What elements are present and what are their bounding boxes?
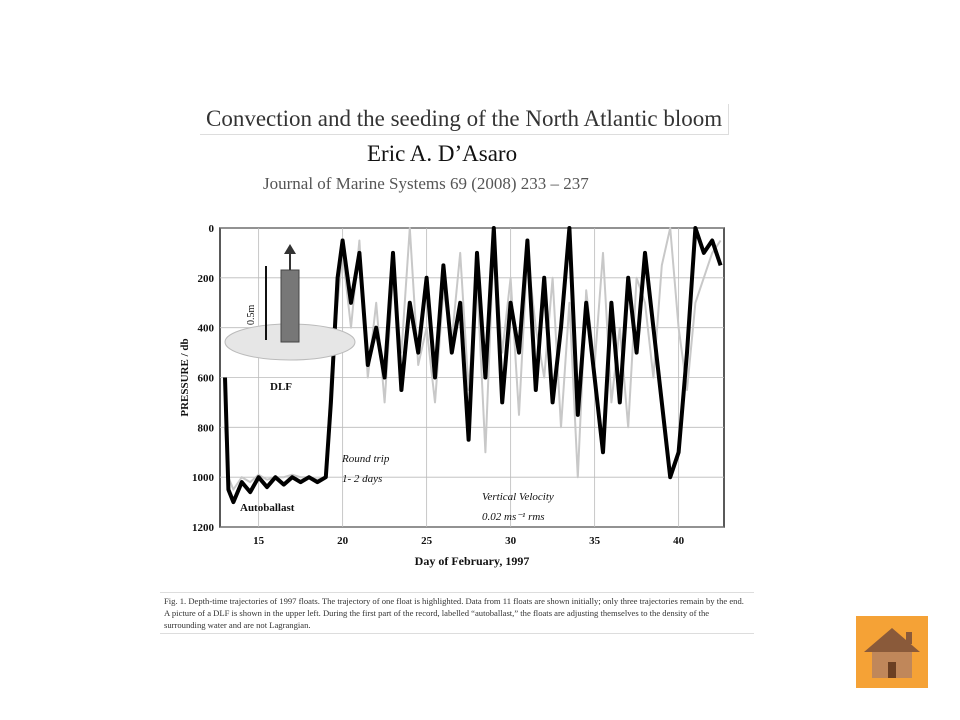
annotation: Round trip <box>341 453 390 465</box>
journal: Journal of Marine Systems 69 (2008) 233 … <box>263 174 589 193</box>
y-tick-label: 200 <box>198 273 215 285</box>
figure-caption: Fig. 1. Depth-time trajectories of 1997 … <box>160 592 754 634</box>
home-button[interactable] <box>856 616 928 688</box>
annotation: DLF <box>270 381 292 393</box>
x-tick-label: 40 <box>673 535 685 547</box>
x-tick-label: 35 <box>589 535 601 547</box>
header-title: Convection and the seeding of the North … <box>200 104 730 135</box>
annotation: 1- 2 days <box>342 473 382 485</box>
annotation: Autoballast <box>240 502 295 514</box>
annotation: 0.02 ms⁻¹ rms <box>482 511 545 523</box>
annotation: 0.5m <box>246 305 257 326</box>
x-axis-label: Day of February, 1997 <box>415 554 530 568</box>
x-tick-label: 30 <box>505 535 517 547</box>
annotation: Vertical Velocity <box>482 491 554 503</box>
author: Eric A. D’Asaro <box>367 141 518 166</box>
trajectory <box>223 226 723 505</box>
y-axis-label: PRESSURE / db <box>179 338 191 416</box>
x-tick-label: 20 <box>337 535 349 547</box>
x-tick-label: 25 <box>421 535 433 547</box>
y-tick-label: 1200 <box>192 522 215 534</box>
y-tick-label: 600 <box>198 373 215 385</box>
y-tick-label: 0 <box>209 223 215 235</box>
home-icon <box>856 616 928 688</box>
x-tick-label: 15 <box>253 535 265 547</box>
plot: 0 200 400 600 800 1000 1200 15 20 25 30 35 40 PRESSUR… <box>179 223 725 568</box>
y-tick-label: 1000 <box>192 472 215 484</box>
y-tick-label: 400 <box>198 323 215 335</box>
trajectory <box>224 227 722 491</box>
y-tick-label: 800 <box>198 422 215 434</box>
dlf-picture <box>224 244 356 361</box>
